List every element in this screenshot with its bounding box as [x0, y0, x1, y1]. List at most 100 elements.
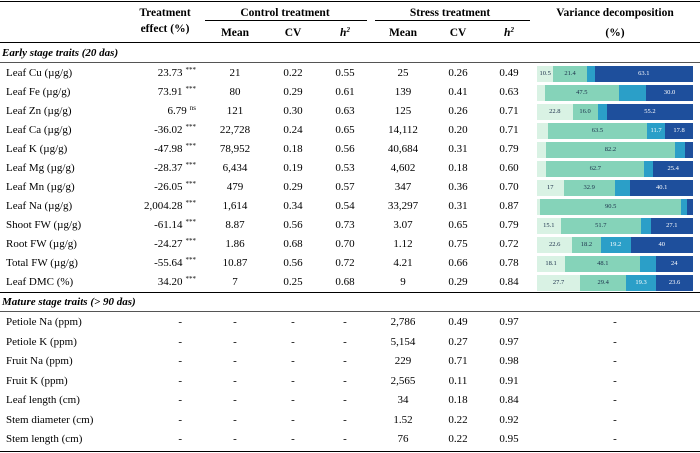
stress-mean: 3.07 [393, 219, 413, 231]
variance-segment [597, 104, 607, 120]
control-h2: 0.68 [335, 276, 355, 288]
significance-marker: *** [185, 85, 197, 93]
treatment-effect: - [100, 352, 182, 371]
control-mean: - [233, 335, 237, 348]
stress-h2: 0.91 [499, 374, 519, 387]
treatment-effect-value: -26.05 [154, 181, 183, 193]
trait-name: Leaf Mn (µg/g) [6, 181, 75, 193]
trait-name: Petiole Na (ppm) [6, 316, 82, 328]
control-h2: 0.54 [335, 200, 355, 212]
trait-name: Leaf K (µg/g) [6, 143, 68, 155]
variance-bar: 15.1 51.7 27.1 [537, 218, 693, 234]
variance-segment [674, 142, 686, 158]
stress-h2: 0.71 [499, 124, 519, 136]
significance-marker: *** [185, 180, 197, 188]
section-early-rule [0, 62, 700, 63]
variance-segment [685, 142, 693, 158]
variance-segment: 27.7 [537, 275, 581, 291]
stress-mean: 125 [394, 105, 412, 117]
variance-segment: 40 [630, 237, 693, 253]
variance-segment: 47.5 [544, 85, 619, 101]
treatment-effect-value: -28.37 [154, 162, 183, 174]
stress-h2: 0.84 [499, 276, 519, 288]
control-h2: 0.53 [335, 162, 355, 174]
control-h2: - [343, 433, 347, 445]
header-control-h2: h2 [340, 26, 350, 40]
variance-placeholder: - [613, 335, 617, 348]
variance-segment: 15.1 [537, 218, 561, 234]
table-row: Leaf Zn (µg/g) 6.79 ns 121 0.30 0.63 125 0.26 0.… [0, 102, 700, 121]
treatment-effect: -24.27 *** [100, 235, 196, 254]
table-row: Shoot FW (µg/g) -61.14 *** 8.87 0.56 0.73 3.07… [0, 216, 700, 235]
treatment-effect: -36.02 *** [100, 121, 196, 140]
table-row: Leaf Mg (µg/g) -28.37 *** 6,434 0.19 0.53 4,60… [0, 159, 700, 178]
stress-mean: 40,684 [387, 143, 419, 155]
variance-bar: 10.5 21.4 63.1 [537, 66, 693, 82]
trait-name: Leaf Fe (µg/g) [6, 86, 71, 98]
variance-segment: 11.7 [646, 123, 666, 139]
variance-segment: 10.5 [537, 66, 554, 82]
trait-name: Stem diameter (cm) [6, 413, 94, 426]
variance-segment: 63.5 [547, 123, 647, 139]
trait-name: Leaf length (cm) [6, 394, 80, 406]
treatment-effect-value: - [178, 335, 182, 348]
control-h2: 0.55 [335, 67, 355, 79]
stress-cv: 0.20 [448, 124, 468, 136]
stress-group-rule [375, 20, 530, 21]
trait-name: Shoot FW (µg/g) [6, 219, 82, 231]
section-mature-stage: Mature stage traits (> 90 das) [2, 296, 136, 308]
treatment-effect-value: 23.73 [157, 67, 183, 79]
stress-cv: 0.22 [448, 433, 468, 445]
variance-segment: 22.6 [537, 237, 573, 253]
variance-segment: 30.0 [646, 85, 693, 101]
stress-mean: 1.12 [393, 238, 413, 250]
treatment-effect-value: -36.02 [154, 124, 183, 136]
control-mean: - [233, 374, 237, 387]
variance-bar: 63.5 11.7 17.8 [537, 123, 693, 139]
control-cv: 0.56 [283, 257, 303, 269]
bottom-rule [0, 451, 700, 452]
significance-marker: ns [189, 104, 196, 112]
header-treatment-effect-line1: Treatment [139, 7, 191, 19]
variance-segment: 24 [655, 256, 693, 272]
significance-marker: *** [185, 218, 197, 226]
control-mean: 22,728 [219, 124, 251, 136]
treatment-effect-value: - [178, 355, 182, 367]
treatment-effect-value: - [178, 413, 182, 426]
stress-h2: 0.60 [499, 162, 519, 174]
variance-segment: 62.7 [546, 161, 645, 177]
treatment-effect: 73.91 *** [100, 83, 196, 102]
variance-segment: 23.6 [656, 275, 693, 291]
variance-segment [681, 199, 687, 215]
control-mean: - [233, 316, 237, 328]
variance-bar: 22.6 18.2 19.2 40 [537, 237, 693, 253]
treatment-effect: 6.79 ns [100, 102, 196, 121]
control-mean: 121 [226, 105, 244, 117]
variance-segment [640, 256, 656, 272]
stress-cv: 0.36 [448, 181, 468, 193]
trait-name: Leaf Na (µg/g) [6, 200, 73, 212]
control-h2: 0.63 [335, 105, 355, 117]
treatment-effect: - [100, 313, 182, 332]
treatment-effect: 23.73 *** [100, 64, 196, 83]
variance-bar: 22.8 16.0 55.2 [537, 104, 693, 120]
variance-segment [537, 199, 541, 215]
treatment-effect-value: - [178, 394, 182, 406]
trait-name: Petiole K (ppm) [6, 335, 77, 348]
control-cv: 0.29 [283, 181, 303, 193]
control-h2: - [343, 374, 347, 387]
significance-marker: *** [185, 123, 197, 131]
table-row: Leaf Mn (µg/g) -26.05 *** 479 0.29 0.57 347 0.3… [0, 178, 700, 197]
variance-segment: 63.1 [594, 66, 693, 82]
table-row: Petiole K (ppm) - - - - 5,154 0.27 0.97 - [0, 333, 700, 352]
treatment-effect-value: 34.20 [157, 276, 183, 288]
variance-bar: 62.7 25.4 [537, 161, 693, 177]
variance-segment: 82.2 [546, 142, 675, 158]
control-mean: - [233, 413, 237, 426]
control-h2: 0.72 [335, 257, 355, 269]
control-cv: - [291, 316, 295, 328]
variance-segment [614, 180, 631, 196]
control-mean: 1,614 [222, 200, 248, 212]
significance-marker: *** [185, 66, 197, 74]
